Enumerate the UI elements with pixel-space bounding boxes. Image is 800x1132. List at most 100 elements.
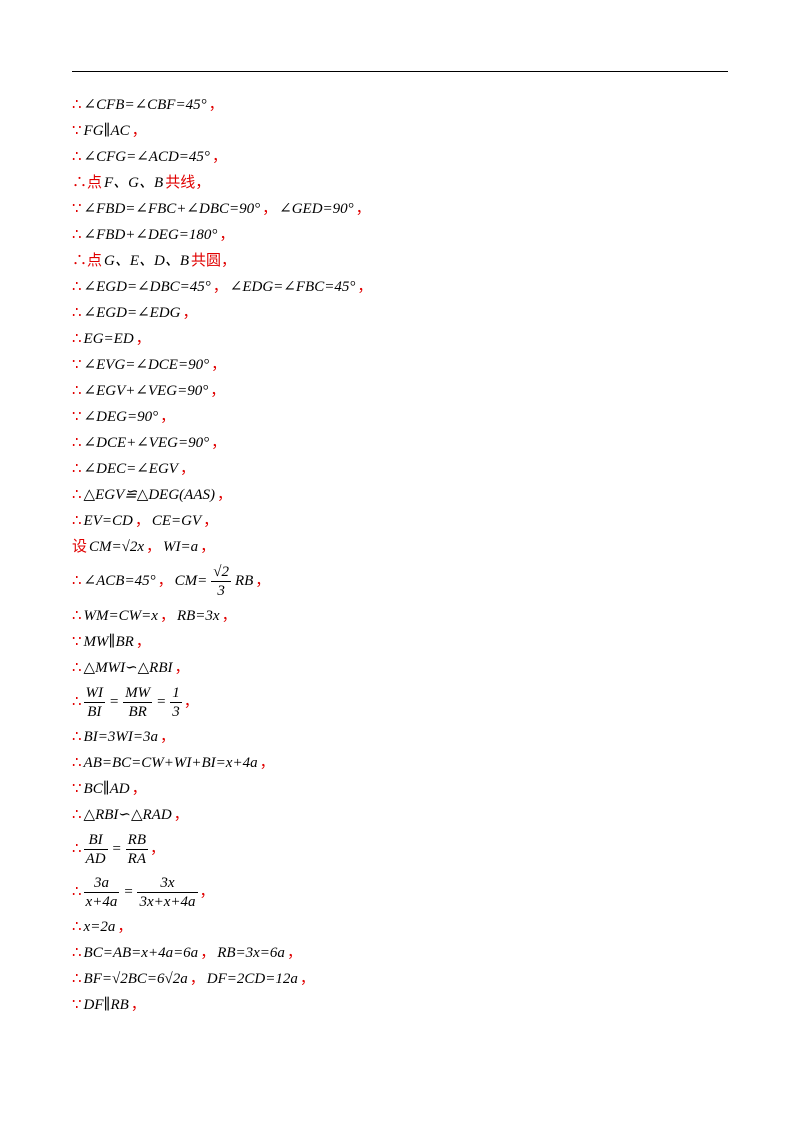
marker-text: ∴点	[72, 175, 103, 191]
numerator: BI	[83, 831, 108, 850]
numerator: 3x	[137, 874, 198, 893]
marker-text: ，	[286, 945, 302, 961]
marker-text: ，	[174, 660, 190, 676]
marker-text: ∴	[72, 807, 82, 823]
numerator: MW	[123, 685, 153, 703]
marker-text: ∴	[72, 383, 82, 399]
marker-text: ，	[131, 781, 147, 797]
line: ∴ AB=BC=CW+WI+BI=x+4a，	[72, 750, 728, 776]
header-rule	[72, 71, 728, 72]
marker-text: ∴	[72, 883, 82, 900]
marker-text: ，	[210, 383, 226, 399]
line: ∴ WI BI = MW BR = 1 3，	[72, 681, 728, 724]
marker-text: ，	[211, 149, 227, 165]
marker-text: ∴	[72, 729, 82, 745]
numerator: WI	[83, 685, 106, 703]
marker-text: ，	[255, 572, 271, 589]
marker-text: ∴点	[72, 253, 103, 269]
marker-text: ，	[135, 331, 151, 347]
math-expression: ∠DEG=90°	[83, 409, 159, 425]
marker-text: ，	[211, 357, 227, 373]
line: ∵ DF∥RB，	[72, 992, 728, 1018]
marker-text: ∴	[72, 305, 82, 321]
fraction: MW BR	[123, 684, 153, 721]
marker-text: ，	[355, 201, 371, 217]
line: ∴ ∠EGV+∠VEG=90°，	[72, 378, 728, 404]
marker-text: 共圆，	[191, 253, 237, 269]
denominator: BR	[128, 704, 147, 720]
math-expression: ∠DEC=∠EGV	[83, 461, 178, 477]
marker-text: ，	[117, 919, 133, 935]
marker-text: ，	[262, 201, 278, 217]
marker-text: ，	[299, 971, 315, 987]
marker-text: ，	[179, 461, 195, 477]
marker-text: ，	[134, 513, 150, 529]
math-expression: =	[123, 883, 134, 900]
numerator: √2	[211, 564, 231, 582]
line: ∴ EG=ED，	[72, 326, 728, 352]
marker-text: ，	[212, 279, 228, 295]
denominator: 3x+x+4a	[139, 894, 196, 910]
line: ∴ BI=3WI=3a，	[72, 724, 728, 750]
marker-text: ，	[217, 487, 233, 503]
marker-text: ，	[159, 608, 175, 624]
math-expression: ∠CFG=∠ACD=45°	[83, 149, 210, 165]
math-expression: x=2a	[83, 919, 116, 935]
line: ∴ BC=AB=x+4a=6a， RB=3x=6a，	[72, 940, 728, 966]
marker-text: ∴	[72, 660, 82, 676]
marker-text: ，	[259, 755, 275, 771]
math-expression: △EGV≌△DEG(AAS)	[83, 487, 215, 503]
marker-text: ∴	[72, 97, 82, 113]
marker-text: ∴	[72, 435, 82, 451]
marker-text: ，	[160, 409, 176, 425]
marker-text: ，	[357, 279, 373, 295]
denominator: BI	[87, 704, 102, 720]
math-expression: =	[109, 693, 120, 710]
math-expression: G、E、D、B	[104, 253, 190, 269]
line: ∵ BC∥AD，	[72, 776, 728, 802]
line: ∴ 3a x+4a = 3x 3x+x+4a，	[72, 871, 728, 914]
line: ∴点 G、E、D、B 共圆，	[72, 248, 728, 274]
marker-text: ∴	[72, 693, 82, 710]
line: ∵ FG∥AC，	[72, 118, 728, 144]
denominator: AD	[85, 851, 106, 867]
math-expression: AB=BC=CW+WI+BI=x+4a	[83, 755, 258, 771]
math-expression: MW∥BR	[83, 634, 134, 650]
marker-text: ∴	[72, 513, 82, 529]
marker-text: ∴	[72, 461, 82, 477]
marker-text: 设	[72, 539, 88, 555]
math-expression: ∠GED=90°	[279, 201, 354, 217]
line: ∴ EV=CD， CE=GV，	[72, 508, 728, 534]
marker-text: ，	[200, 945, 216, 961]
line: ∴ BI AD = RB RA，	[72, 828, 728, 871]
math-expression: BC∥AD	[83, 781, 130, 797]
solution-text: ∴ ∠CFB=∠CBF=45°， ∵ FG∥AC， ∴ ∠CFG=∠ACD=45°， ∴点 F…	[72, 92, 728, 1018]
fraction: RB RA	[125, 831, 148, 868]
marker-text: ∴	[72, 149, 82, 165]
line: ∴ ∠CFG=∠ACD=45°，	[72, 144, 728, 170]
math-expression: ∠EDG=∠FBC=45°	[229, 279, 356, 295]
marker-text: ∵	[72, 634, 82, 650]
line: ∴ △EGV≌△DEG(AAS)，	[72, 482, 728, 508]
marker-text: ∴	[72, 487, 82, 503]
marker-text: ∴	[72, 279, 82, 295]
denominator: 3	[217, 583, 225, 599]
marker-text: ，	[219, 227, 235, 243]
line: ∴ x=2a，	[72, 914, 728, 940]
marker-text: ∴	[72, 227, 82, 243]
line: ∴ ∠DCE+∠VEG=90°，	[72, 430, 728, 456]
numerator: 1	[170, 685, 182, 703]
marker-text: ∴	[72, 945, 82, 961]
marker-text: ，	[146, 539, 162, 555]
math-expression: CM=	[174, 572, 208, 589]
line: ∴ ∠ACB=45°， CM= √2 3 RB，	[72, 560, 728, 603]
marker-text: ，	[159, 729, 175, 745]
fraction: 3x 3x+x+4a	[137, 874, 198, 911]
math-expression: =	[111, 840, 122, 857]
marker-text: ∵	[72, 409, 82, 425]
fraction: 3a x+4a	[83, 874, 120, 911]
marker-text: ∴	[72, 840, 82, 857]
math-expression: WM=CW=x	[83, 608, 158, 624]
